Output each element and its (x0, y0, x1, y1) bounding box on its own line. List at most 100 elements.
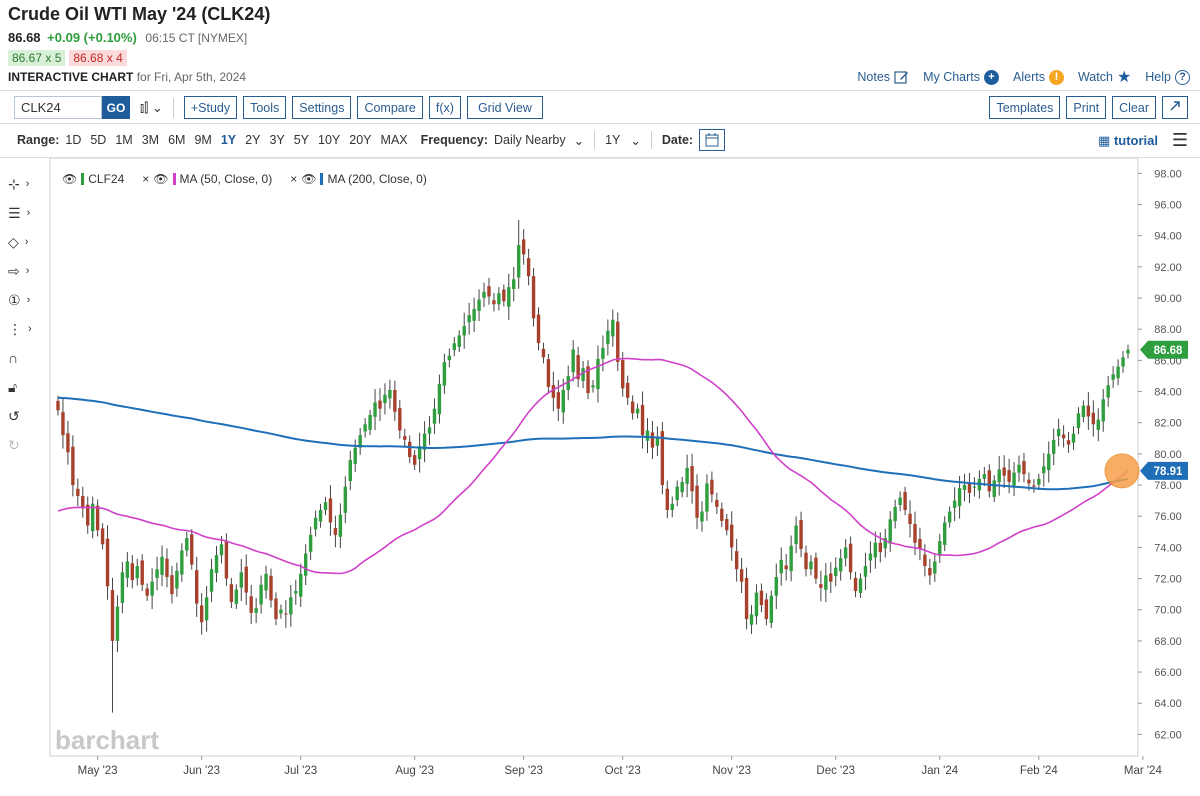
alerts-link[interactable]: Alerts ! (1013, 69, 1064, 85)
study-button[interactable]: +Study (183, 96, 238, 119)
fx-button[interactable]: f(x) (428, 96, 461, 119)
candle-body (561, 389, 565, 413)
candle-body (467, 315, 471, 323)
crosshair-tool[interactable]: ⊹ › (8, 174, 44, 194)
calendar-button[interactable] (699, 129, 726, 151)
candle-body (378, 400, 382, 409)
y-tick-label: 98.00 (1154, 168, 1182, 180)
candle-body (195, 570, 199, 604)
help-link[interactable]: Help ? (1145, 69, 1190, 85)
candle-body (784, 565, 788, 570)
y-tick-label: 62.00 (1154, 729, 1182, 741)
period-select[interactable]: 1Y ⌄ (605, 133, 641, 148)
candle-body (690, 466, 694, 492)
legend-label: MA (200, Close, 0) (327, 172, 427, 186)
undo-tool[interactable]: ↺ (8, 406, 44, 426)
alert-icon: ! (1048, 69, 1064, 85)
expand-button[interactable] (1162, 96, 1188, 119)
mycharts-link[interactable]: My Charts + (923, 69, 1000, 85)
eye-icon[interactable]: 👁︎ (301, 172, 317, 186)
chevron-down-icon: ⌄ (573, 133, 585, 148)
ask-badge: 86.68 x 4 (69, 50, 127, 66)
range-option-6m[interactable]: 6M (168, 133, 186, 147)
range-option-1y[interactable]: 1Y (220, 133, 237, 147)
price-chart[interactable]: 98.0096.0094.0092.0090.0088.0086.0084.00… (0, 158, 1200, 796)
close-icon[interactable]: × (290, 172, 298, 186)
range-option-5y[interactable]: 5Y (293, 133, 310, 147)
candle-body (982, 474, 987, 479)
clear-button[interactable]: Clear (1112, 96, 1156, 119)
candle-body (720, 508, 724, 521)
shape-tool[interactable]: ◇ › (8, 232, 44, 252)
candle-body (606, 330, 610, 345)
gridview-button[interactable]: Grid View (466, 96, 543, 119)
highlight-marker[interactable] (1104, 453, 1140, 489)
templates-button[interactable]: Templates (989, 96, 1061, 119)
candle-body (170, 575, 174, 595)
annotation-tool[interactable]: ① › (8, 290, 44, 310)
ma50-line (57, 357, 1129, 575)
eye-icon[interactable]: 👁︎ (62, 172, 78, 186)
candle-body (744, 577, 749, 620)
close-icon[interactable]: × (142, 172, 150, 186)
candle-type-icon[interactable]: ⫾⫿ ⌄ (140, 99, 163, 115)
range-option-1m[interactable]: 1M (115, 133, 133, 147)
candle-body (819, 584, 823, 588)
range-option-20y[interactable]: 20Y (349, 133, 372, 147)
range-option-2y[interactable]: 2Y (245, 133, 261, 147)
range-option-max[interactable]: MAX (380, 133, 408, 147)
tutorial-link[interactable]: ▦ tutorial (1098, 133, 1158, 149)
candle-body (254, 608, 258, 613)
candle-body (799, 519, 803, 549)
y-tick-label: 74.00 (1154, 542, 1182, 554)
y-tick-label: 68.00 (1154, 636, 1182, 648)
eye-icon[interactable]: 👁︎ (153, 172, 169, 186)
notes-link[interactable]: Notes (857, 70, 909, 85)
chevron-right-icon: › (26, 294, 31, 306)
range-option-3m[interactable]: 3M (141, 133, 160, 147)
compare-button[interactable]: Compare (357, 96, 423, 119)
fib-tool[interactable]: ☰ › (8, 203, 44, 223)
tools-button[interactable]: Tools (243, 96, 287, 119)
candle-body (556, 392, 561, 409)
candle-body (318, 509, 323, 522)
candle-body (962, 485, 967, 491)
range-option-1d[interactable]: 1D (65, 133, 82, 147)
measure-tool[interactable]: ⋮ › (8, 319, 44, 339)
candle-body (145, 588, 149, 596)
candle-body (526, 258, 531, 277)
menu-icon[interactable]: ☰ (1171, 130, 1188, 150)
print-button[interactable]: Print (1066, 96, 1107, 119)
candle-body (952, 500, 957, 508)
lock-tool[interactable]: 🔓︎ (8, 377, 44, 397)
y-tick-label: 72.00 (1154, 574, 1182, 586)
magnet-icon: ∩ (8, 350, 19, 366)
divider (0, 123, 1200, 124)
x-tick-label: Sep '23 (504, 765, 543, 777)
candle-body (972, 486, 977, 488)
lock-icon: 🔓︎ (8, 378, 18, 395)
go-button[interactable]: GO (102, 96, 130, 119)
legend-item-ma200[interactable]: × 👁︎ MA (200, Close, 0) (290, 172, 427, 186)
range-option-9m[interactable]: 9M (194, 133, 212, 147)
frequency-select[interactable]: Daily Nearby ⌄ (494, 133, 584, 148)
candle-body (739, 569, 744, 582)
legend-item-ma50[interactable]: × 👁︎ MA (50, Close, 0) (142, 172, 272, 186)
tutorial-label: tutorial (1113, 133, 1158, 148)
symbol-input[interactable] (14, 96, 102, 119)
range-option-3y[interactable]: 3Y (269, 133, 285, 147)
candle-body (635, 408, 640, 414)
redo-tool[interactable]: ↻ (8, 435, 44, 455)
legend-swatch (320, 173, 324, 185)
range-option-5d[interactable]: 5D (90, 133, 107, 147)
magnet-tool[interactable]: ∩ (8, 348, 44, 368)
arrow-tool[interactable]: ⇨ › (8, 261, 44, 281)
candle-body (1037, 478, 1041, 485)
candle-body (353, 447, 357, 464)
expand-icon (1170, 101, 1180, 111)
legend-item-clf24[interactable]: 👁︎ CLF24 (62, 172, 124, 186)
settings-button[interactable]: Settings (292, 96, 352, 119)
candle-body (640, 404, 645, 436)
watch-link[interactable]: Watch ★ (1078, 67, 1131, 87)
range-option-10y[interactable]: 10Y (318, 133, 341, 147)
